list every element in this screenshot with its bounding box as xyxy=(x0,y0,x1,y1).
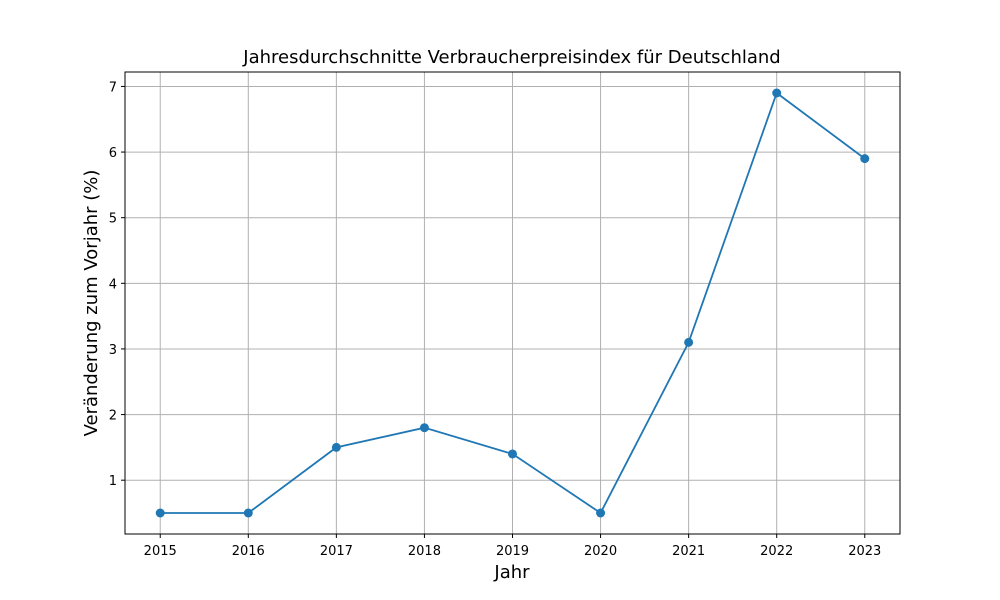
x-tick-label: 2023 xyxy=(848,544,881,559)
x-tick-label: 2019 xyxy=(496,544,529,559)
y-tick-label: 4 xyxy=(109,277,117,292)
y-axis-title: Veränderung zum Vorjahr (%) xyxy=(81,170,102,437)
x-tick-label: 2018 xyxy=(408,544,441,559)
data-point xyxy=(155,508,165,518)
x-tick-label: 2022 xyxy=(760,544,793,559)
data-point xyxy=(860,154,870,164)
data-point xyxy=(684,337,694,347)
y-axis: 1 2 3 4 5 6 7 xyxy=(109,80,125,489)
y-tick-label: 6 xyxy=(109,146,117,161)
x-tick-label: 2020 xyxy=(584,544,617,559)
data-point xyxy=(772,88,782,98)
y-tick-label: 3 xyxy=(109,343,117,358)
x-tick-label: 2015 xyxy=(144,544,177,559)
data-point xyxy=(596,508,606,518)
y-tick-label: 5 xyxy=(109,212,117,227)
y-tick-label: 7 xyxy=(109,80,117,95)
grid xyxy=(125,72,900,534)
data-point xyxy=(331,442,341,452)
x-axis: 2015 2016 2017 2018 2019 2020 2021 2022 2023 xyxy=(144,534,881,559)
y-tick-label: 1 xyxy=(109,474,117,489)
data-point xyxy=(243,508,253,518)
data-point xyxy=(419,423,429,433)
chart-title: Jahresdurchschnitte Verbraucherpreisinde… xyxy=(242,47,780,68)
x-tick-label: 2017 xyxy=(320,544,353,559)
data-point xyxy=(508,449,517,459)
x-tick-label: 2016 xyxy=(232,544,265,559)
x-tick-label: 2021 xyxy=(672,544,705,559)
x-axis-title: Jahr xyxy=(493,562,530,583)
series-group xyxy=(155,88,870,518)
y-tick-label: 2 xyxy=(109,409,117,424)
